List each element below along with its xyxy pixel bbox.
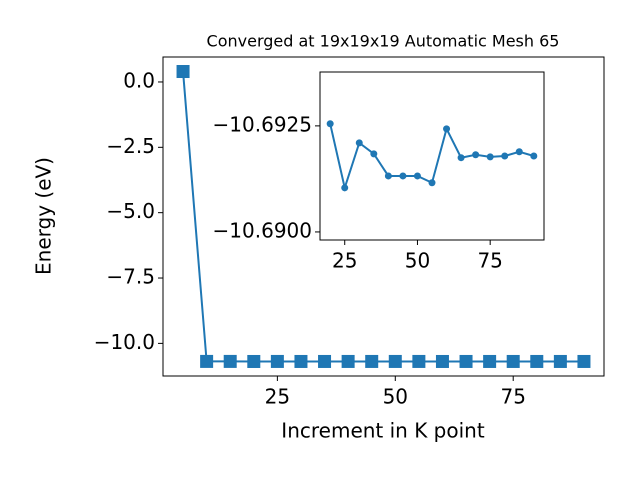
marker [399, 172, 407, 180]
marker [472, 151, 480, 159]
x-tick-label: 75 [500, 385, 525, 409]
marker [530, 152, 538, 160]
marker [270, 354, 284, 368]
y-tick-label: −10.6900 [213, 218, 312, 242]
x-tick-label: 75 [477, 249, 502, 273]
y-tick-label: −10.0 [94, 330, 155, 354]
y-tick-label: 0.0 [123, 68, 155, 92]
y-tick-label: −2.5 [106, 134, 155, 158]
marker [176, 65, 190, 79]
x-tick-label: 25 [265, 385, 290, 409]
marker [443, 125, 451, 133]
marker [435, 354, 449, 368]
marker [413, 172, 421, 180]
marker [355, 139, 363, 147]
x-tick-label: 50 [405, 249, 430, 273]
marker [459, 354, 473, 368]
marker [370, 150, 378, 158]
marker [412, 354, 426, 368]
y-tick-label: −7.5 [106, 265, 155, 289]
marker [428, 179, 436, 187]
plot-frame [319, 71, 545, 241]
marker [223, 354, 237, 368]
marker [341, 354, 355, 368]
marker [457, 154, 465, 162]
marker [501, 152, 509, 160]
marker [486, 153, 494, 161]
marker [318, 354, 332, 368]
marker [365, 354, 379, 368]
marker [506, 354, 520, 368]
marker [515, 148, 523, 156]
marker [326, 120, 334, 128]
y-tick-label: −10.6925 [213, 112, 312, 136]
marker [388, 354, 402, 368]
marker [341, 184, 349, 192]
chart-title: Converged at 19x19x19 Automatic Mesh 65 [207, 32, 560, 51]
marker [384, 172, 392, 180]
x-tick-label: 25 [332, 249, 357, 273]
marker [553, 354, 567, 368]
x-tick-label: 50 [383, 385, 408, 409]
inset-background [320, 72, 544, 240]
x-axis-label: Increment in K point [281, 419, 485, 443]
y-tick-label: −5.0 [106, 199, 155, 223]
marker [294, 354, 308, 368]
marker [577, 354, 591, 368]
marker [483, 354, 497, 368]
marker [530, 354, 544, 368]
marker [200, 354, 214, 368]
marker [247, 354, 261, 368]
y-axis-label: Energy (eV) [32, 157, 56, 275]
plot-frame [162, 56, 605, 377]
